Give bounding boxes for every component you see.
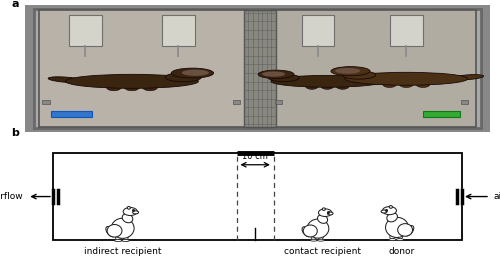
- Text: airflow: airflow: [0, 192, 22, 201]
- Ellipse shape: [306, 83, 318, 89]
- Ellipse shape: [452, 75, 484, 80]
- Ellipse shape: [322, 208, 326, 210]
- Ellipse shape: [400, 81, 413, 88]
- Bar: [302, 15, 334, 46]
- Ellipse shape: [302, 227, 311, 237]
- Ellipse shape: [122, 232, 128, 240]
- Text: indirect recipient: indirect recipient: [84, 247, 162, 256]
- Ellipse shape: [398, 224, 412, 236]
- Bar: [69, 15, 102, 46]
- Ellipse shape: [165, 73, 202, 82]
- Text: 10 cm: 10 cm: [242, 152, 268, 161]
- Ellipse shape: [318, 232, 324, 240]
- Ellipse shape: [122, 239, 130, 242]
- Bar: [42, 100, 50, 104]
- Ellipse shape: [132, 211, 138, 214]
- Ellipse shape: [258, 70, 294, 78]
- Text: b: b: [11, 128, 19, 138]
- Ellipse shape: [182, 70, 209, 76]
- Ellipse shape: [317, 239, 324, 241]
- Ellipse shape: [310, 239, 318, 241]
- Ellipse shape: [321, 83, 334, 89]
- Ellipse shape: [389, 206, 392, 208]
- Ellipse shape: [311, 232, 317, 240]
- Bar: [272, 10, 476, 127]
- Ellipse shape: [124, 83, 140, 91]
- Ellipse shape: [318, 215, 328, 223]
- Bar: [460, 100, 468, 104]
- Text: donor: donor: [388, 247, 415, 256]
- Ellipse shape: [106, 227, 115, 237]
- Ellipse shape: [386, 217, 408, 238]
- Ellipse shape: [396, 239, 404, 241]
- Ellipse shape: [262, 72, 285, 77]
- Ellipse shape: [342, 71, 376, 79]
- Ellipse shape: [307, 219, 329, 238]
- Ellipse shape: [389, 239, 396, 241]
- Bar: [390, 15, 422, 46]
- Ellipse shape: [271, 76, 384, 87]
- Ellipse shape: [122, 214, 133, 223]
- Text: a: a: [11, 0, 18, 9]
- Ellipse shape: [66, 74, 198, 88]
- Bar: [53, 153, 462, 240]
- Ellipse shape: [107, 224, 122, 237]
- Ellipse shape: [396, 231, 402, 239]
- Bar: [39, 10, 248, 127]
- Ellipse shape: [303, 225, 318, 237]
- Ellipse shape: [48, 77, 83, 83]
- Ellipse shape: [404, 225, 414, 236]
- Bar: [244, 10, 276, 127]
- Ellipse shape: [106, 83, 122, 91]
- Ellipse shape: [382, 207, 396, 215]
- Ellipse shape: [142, 83, 158, 91]
- Text: contact recipient: contact recipient: [284, 247, 361, 256]
- Ellipse shape: [318, 209, 332, 216]
- Ellipse shape: [116, 232, 122, 240]
- Ellipse shape: [335, 68, 360, 74]
- Bar: [50, 111, 92, 117]
- Ellipse shape: [416, 81, 430, 88]
- Bar: [274, 100, 282, 104]
- Bar: [422, 111, 460, 117]
- Ellipse shape: [123, 208, 137, 215]
- Ellipse shape: [382, 81, 396, 88]
- Ellipse shape: [268, 74, 299, 82]
- Ellipse shape: [336, 83, 349, 89]
- Text: airflow: airflow: [494, 192, 500, 201]
- Bar: [233, 100, 240, 104]
- Ellipse shape: [390, 231, 396, 239]
- Bar: [162, 15, 194, 46]
- Ellipse shape: [369, 78, 398, 82]
- Ellipse shape: [111, 218, 134, 238]
- Ellipse shape: [127, 206, 130, 209]
- Ellipse shape: [114, 239, 122, 242]
- Ellipse shape: [328, 212, 333, 215]
- Ellipse shape: [331, 67, 370, 76]
- Ellipse shape: [171, 68, 214, 78]
- Ellipse shape: [345, 72, 468, 85]
- Ellipse shape: [387, 213, 398, 222]
- Ellipse shape: [381, 210, 387, 213]
